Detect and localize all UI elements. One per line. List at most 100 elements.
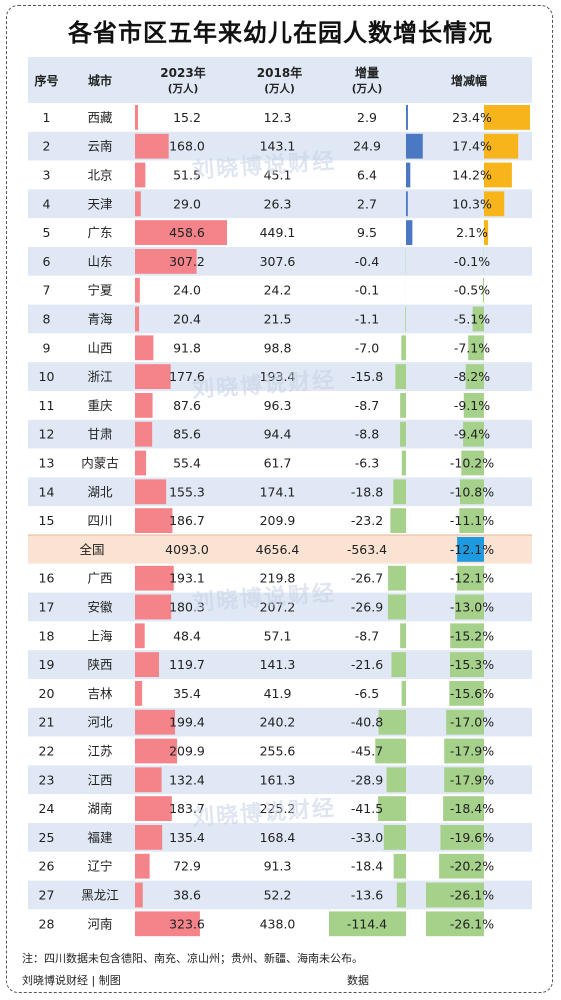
cell-2018: 91.3	[264, 859, 292, 874]
column-header: 2018年	[257, 65, 302, 80]
cell-change: -8.7	[355, 628, 379, 643]
bar-change	[378, 796, 406, 821]
cell-change: -45.7	[351, 744, 383, 759]
cell-2018: 449.1	[260, 225, 296, 240]
bar-rate	[450, 623, 484, 649]
bar-change	[378, 709, 406, 735]
cell-2023: 48.4	[173, 628, 201, 643]
bar-change	[396, 882, 406, 908]
bar-2023	[135, 249, 197, 274]
cell-change: -114.4	[347, 916, 387, 931]
cell-city: 黑龙江	[81, 888, 119, 903]
cell-2018: 143.1	[260, 139, 296, 154]
cell-2023: 193.1	[169, 571, 205, 586]
cell-2023: 20.4	[173, 312, 201, 327]
cell-2023: 119.7	[169, 657, 205, 672]
cell-2023: 180.3	[169, 600, 205, 615]
cell-change: 24.9	[353, 139, 381, 154]
bar-rate	[457, 537, 484, 562]
cell-index: 26	[39, 859, 55, 874]
cell-city: 山东	[87, 254, 112, 269]
cell-rate: -9.1%	[454, 398, 490, 413]
cell-2023: 24.0	[173, 283, 201, 298]
bar-2023	[135, 393, 153, 418]
footer-source: 数据	[347, 974, 369, 987]
bar-rate	[444, 767, 484, 793]
bar-rate	[465, 364, 484, 389]
cell-2018: 12.3	[264, 110, 292, 125]
bar-change	[395, 364, 406, 389]
bar-2023	[135, 623, 145, 649]
cell-rate: 17.4%	[452, 139, 492, 154]
cell-change: -563.4	[347, 542, 387, 557]
cell-rate: -15.3%	[450, 657, 494, 672]
cell-change: -18.4	[351, 859, 383, 874]
cell-change: -0.4	[355, 254, 379, 269]
cell-city: 北京	[87, 168, 112, 183]
table-row	[28, 563, 532, 593]
cell-2023: 323.6	[169, 916, 205, 931]
cell-2018: 21.5	[264, 312, 292, 327]
cell-change: 9.5	[357, 225, 377, 240]
cell-index: 13	[39, 456, 55, 471]
cell-rate: -26.1%	[450, 888, 494, 903]
cell-2023: 307.2	[169, 254, 205, 269]
cell-2018: 52.2	[264, 888, 292, 903]
cell-2018: 168.4	[260, 830, 296, 845]
cell-rate: -15.6%	[450, 686, 494, 701]
bar-rate	[484, 162, 512, 188]
table-row	[28, 103, 532, 132]
cell-rate: -17.9%	[450, 744, 494, 759]
cell-change: -13.6	[351, 888, 383, 903]
table-row	[28, 448, 532, 478]
table-row	[28, 218, 532, 247]
cell-2018: 24.2	[264, 283, 292, 298]
cell-city: 广东	[87, 225, 112, 240]
bar-2023	[135, 105, 139, 130]
cell-2018: 307.6	[260, 254, 296, 269]
cell-index: 5	[43, 225, 51, 240]
cell-rate: -19.6%	[450, 830, 494, 845]
bar-rate	[484, 105, 530, 130]
bar-change	[391, 652, 406, 677]
cell-city: 辽宁	[87, 859, 112, 874]
cell-rate: -10.2%	[450, 456, 494, 471]
cell-2023: 38.6	[173, 888, 201, 903]
cell-rate: 2.1%	[456, 225, 488, 240]
cell-2018: 57.1	[264, 628, 292, 643]
cell-change: -33.0	[351, 830, 383, 845]
cell-city: 内蒙古	[81, 456, 119, 471]
cell-rate: -12.1%	[450, 542, 494, 557]
cell-city: 全国	[79, 542, 104, 557]
table-row	[28, 247, 532, 276]
cell-2023: 29.0	[173, 196, 201, 211]
bar-change	[406, 191, 408, 217]
bar-change	[383, 825, 406, 850]
bar-change	[406, 220, 413, 245]
cell-change: -1.1	[355, 312, 379, 327]
cell-city: 四川	[87, 513, 112, 528]
table-row	[28, 506, 532, 535]
bar-rate	[468, 335, 484, 361]
bar-2023	[135, 364, 171, 389]
cell-change: -21.6	[351, 657, 383, 672]
table-row	[28, 362, 532, 391]
table-row	[28, 131, 532, 161]
bar-rate	[443, 796, 484, 821]
cell-2023: 177.6	[169, 369, 205, 384]
cell-rate: -26.1%	[450, 916, 494, 931]
cell-2018: 174.1	[260, 484, 296, 499]
bar-rate	[446, 709, 484, 735]
bar-2023	[135, 853, 150, 879]
cell-index: 16	[39, 571, 55, 586]
bar-change	[406, 162, 411, 188]
cell-change: -6.5	[355, 686, 379, 701]
cell-2018: 98.8	[264, 340, 292, 355]
bar-rate	[455, 594, 484, 620]
cell-city: 重庆	[87, 398, 113, 413]
column-header: 增减幅	[451, 73, 487, 88]
cell-index: 15	[39, 513, 55, 528]
bar-change	[375, 738, 406, 764]
chart-frame	[6, 5, 553, 993]
